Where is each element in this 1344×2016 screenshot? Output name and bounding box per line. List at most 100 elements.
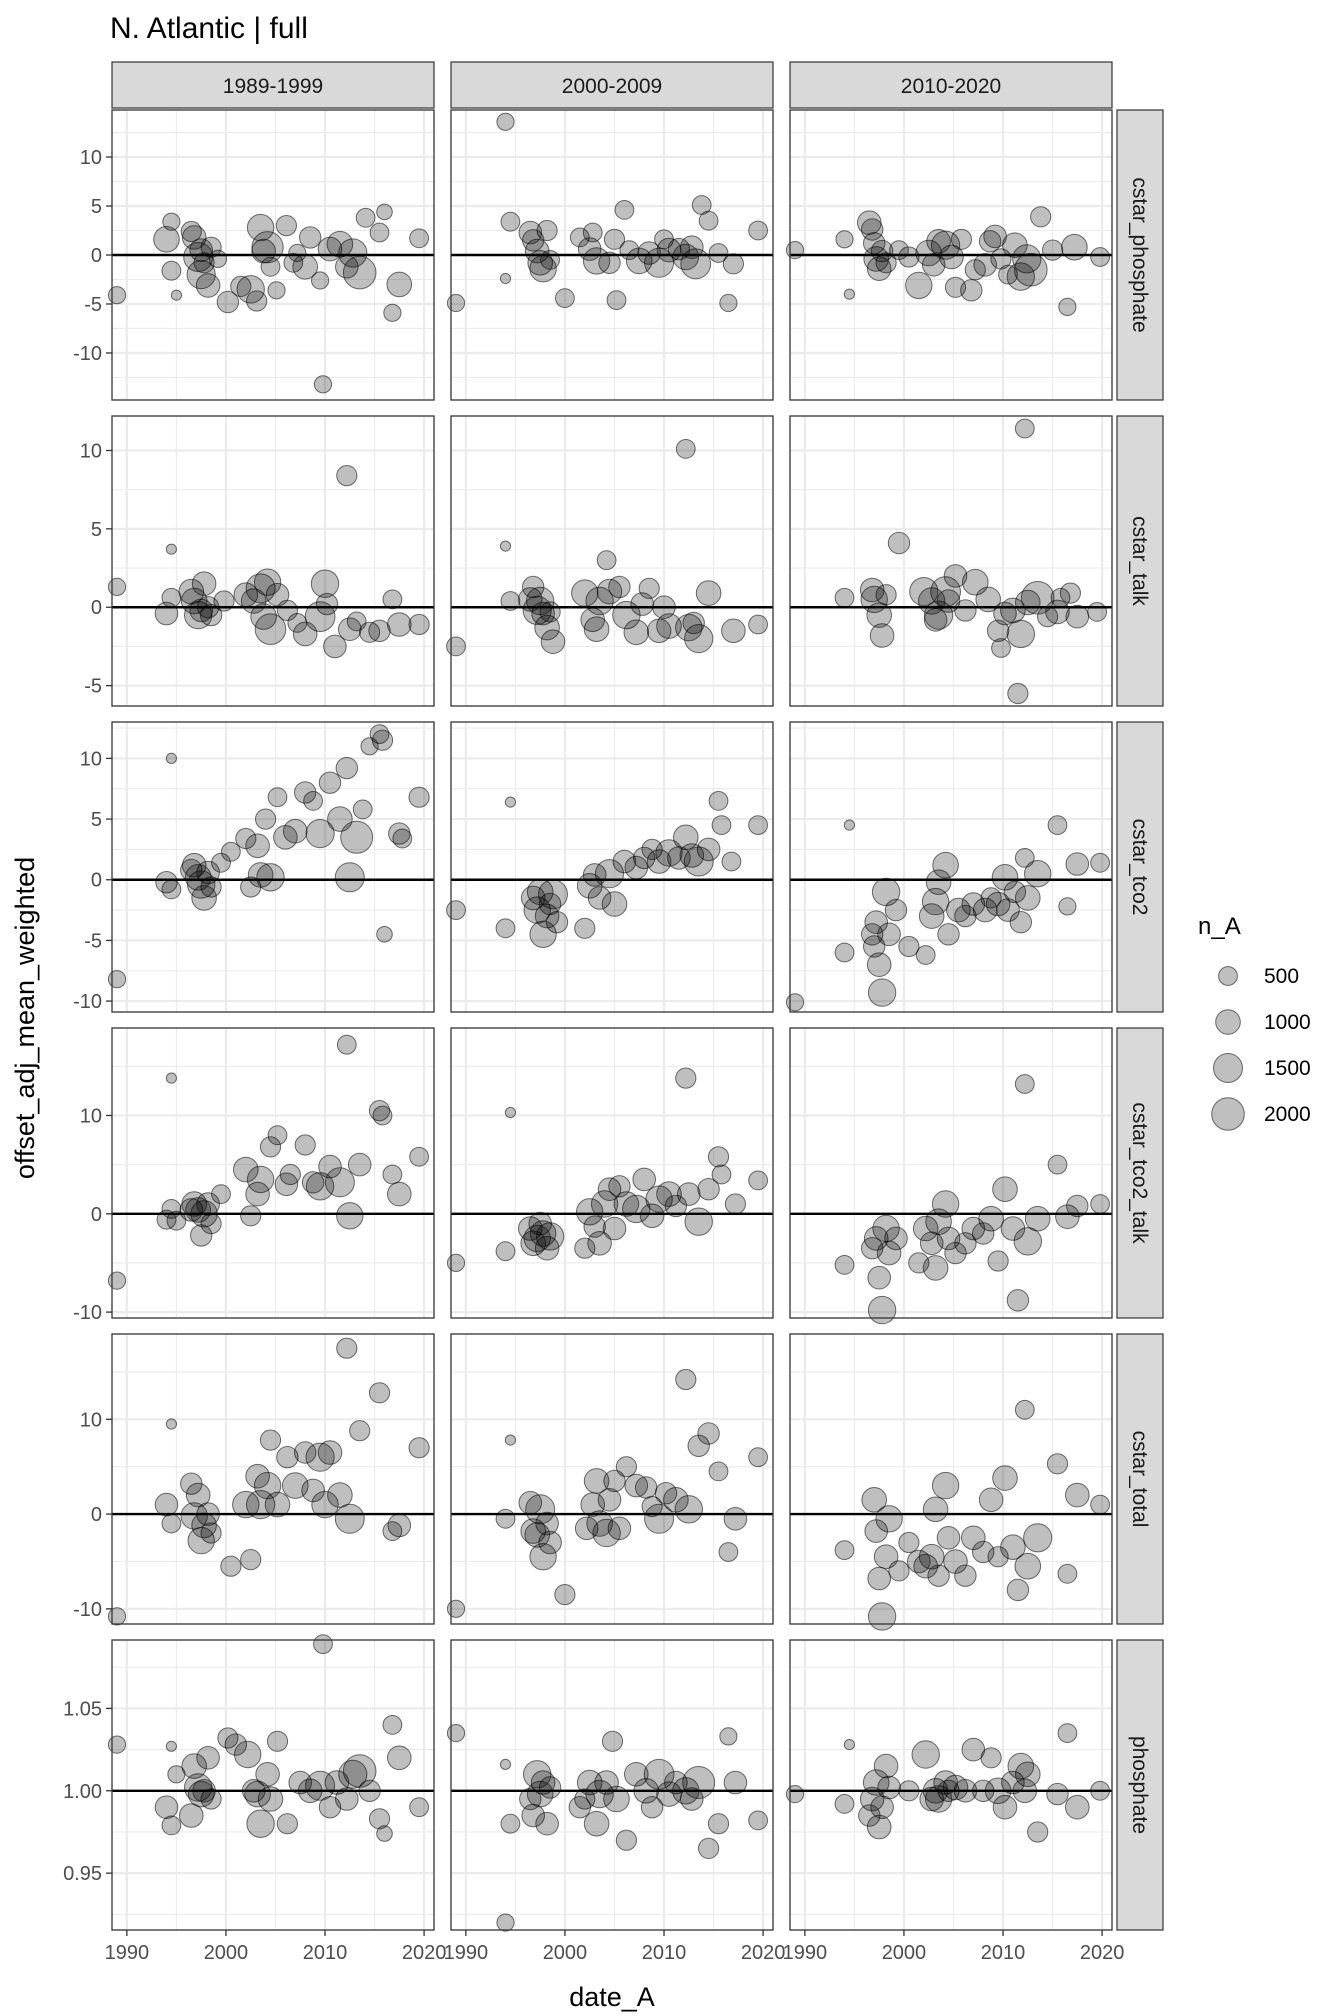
data-point <box>521 1803 546 1828</box>
data-point <box>1007 1752 1035 1780</box>
data-point <box>931 1471 960 1500</box>
data-point <box>576 1769 603 1796</box>
data-point <box>594 1770 619 1795</box>
data-point <box>181 225 207 250</box>
data-point <box>555 288 575 309</box>
data-point <box>723 1507 748 1531</box>
data-point <box>602 1216 627 1241</box>
data-point <box>538 892 562 916</box>
series-points <box>107 724 430 989</box>
data-point <box>682 611 705 635</box>
data-point <box>196 1746 220 1770</box>
data-point <box>597 1488 622 1512</box>
data-point <box>220 1555 242 1577</box>
data-point <box>576 1198 604 1226</box>
data-point <box>698 210 719 231</box>
data-point <box>682 1766 716 1799</box>
data-point <box>1090 1194 1110 1214</box>
data-point <box>936 1226 961 1251</box>
data-point <box>338 1759 368 1789</box>
data-point <box>961 1525 986 1551</box>
data-point <box>863 246 890 272</box>
data-point <box>156 1209 177 1230</box>
data-point <box>707 1813 730 1835</box>
data-point <box>719 293 738 313</box>
facet-panel <box>451 110 773 400</box>
data-point <box>279 1163 301 1186</box>
data-point <box>518 1490 543 1515</box>
data-point <box>975 586 1002 613</box>
data-point <box>368 1382 391 1404</box>
data-point <box>834 1794 855 1814</box>
legend-key <box>1215 1009 1241 1035</box>
data-point <box>748 1170 768 1191</box>
data-point <box>347 1152 372 1177</box>
data-point <box>245 1181 270 1207</box>
series-points <box>446 1724 768 1932</box>
x-tick-label: 1990 <box>444 1942 489 1964</box>
data-point <box>324 1167 355 1198</box>
y-tick-label: -10 <box>73 343 102 365</box>
legend-label: 1500 <box>1264 1057 1311 1080</box>
legend-key <box>1213 1053 1243 1083</box>
data-point <box>640 1796 664 1819</box>
data-point <box>338 238 368 268</box>
data-point <box>107 1735 127 1754</box>
data-point <box>869 623 895 648</box>
x-tick-label: 2000 <box>882 1942 927 1964</box>
data-point <box>107 577 127 597</box>
data-point <box>1065 604 1090 629</box>
facet-panel <box>790 1640 1112 1930</box>
data-point <box>534 1235 560 1261</box>
y-tick-label: 1.05 <box>63 1698 102 1720</box>
data-point <box>313 375 333 394</box>
data-point <box>317 236 343 262</box>
data-point <box>943 564 968 588</box>
y-tick-label: 10 <box>80 1409 102 1431</box>
size-legend: n_A 500 1000 1500 2000 <box>1198 913 1311 1131</box>
data-point <box>866 1814 892 1840</box>
data-point <box>342 255 377 290</box>
data-point <box>153 226 180 253</box>
data-point <box>834 1255 855 1275</box>
data-point <box>834 942 855 963</box>
panel-border <box>111 1639 435 1931</box>
data-point <box>538 1776 562 1799</box>
row-strip <box>1116 109 1164 401</box>
series-points <box>446 1368 768 1618</box>
data-point <box>834 587 855 608</box>
data-point <box>748 1447 768 1468</box>
data-point <box>877 1775 901 1800</box>
data-point <box>684 1207 713 1236</box>
data-point <box>267 787 288 808</box>
data-point <box>721 618 746 644</box>
data-point <box>953 1779 978 1803</box>
data-point <box>251 231 284 264</box>
y-tick-label: -10 <box>73 991 102 1013</box>
data-point <box>991 638 1011 658</box>
panel-border <box>111 415 435 707</box>
data-point <box>722 253 745 275</box>
data-point <box>446 1253 466 1273</box>
data-point <box>170 289 182 301</box>
data-point <box>495 918 516 939</box>
data-point <box>1057 1723 1078 1743</box>
data-point <box>335 756 358 780</box>
data-point <box>721 851 742 872</box>
data-point <box>942 1774 969 1801</box>
data-point <box>862 1769 890 1796</box>
data-point <box>187 1780 215 1808</box>
data-point <box>292 253 319 280</box>
y-tick-label: 0 <box>91 870 102 892</box>
data-point <box>939 244 964 270</box>
column-strip-label: 2000-2009 <box>562 75 662 98</box>
data-point <box>382 1164 403 1185</box>
y-tick-label: 0 <box>91 245 102 267</box>
data-point <box>930 576 961 607</box>
data-point <box>496 112 515 131</box>
panel-border <box>789 1027 1113 1319</box>
data-point <box>585 1779 614 1809</box>
data-point <box>1006 1578 1030 1602</box>
data-point <box>972 1540 995 1564</box>
